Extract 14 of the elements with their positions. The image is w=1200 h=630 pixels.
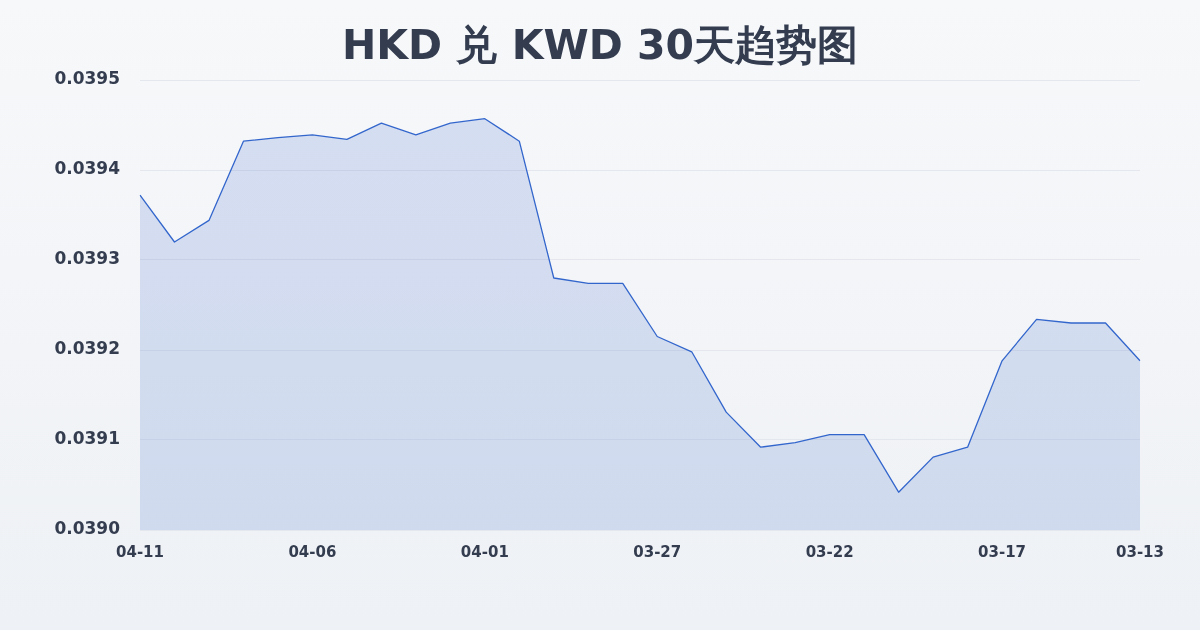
- y-tick-label: 0.0393: [54, 248, 120, 269]
- y-tick-label: 0.0392: [54, 338, 120, 359]
- x-tick-label: 04-06: [288, 542, 337, 561]
- x-tick-label: 04-11: [116, 542, 164, 561]
- x-tick-label: 03-27: [633, 542, 682, 561]
- y-tick-label: 0.0394: [54, 158, 121, 179]
- y-tick-label: 0.0395: [54, 68, 120, 89]
- x-tick-label: 04-01: [460, 542, 509, 561]
- chart-title: HKD 兑 KWD 30天趋势图: [341, 20, 859, 70]
- x-tick-label: 03-17: [978, 542, 1027, 561]
- x-tick-label: 03-22: [805, 542, 854, 561]
- x-tick-label: 03-13: [1116, 542, 1164, 561]
- y-tick-label: 0.0390: [54, 518, 121, 539]
- y-tick-label: 0.0391: [54, 428, 120, 449]
